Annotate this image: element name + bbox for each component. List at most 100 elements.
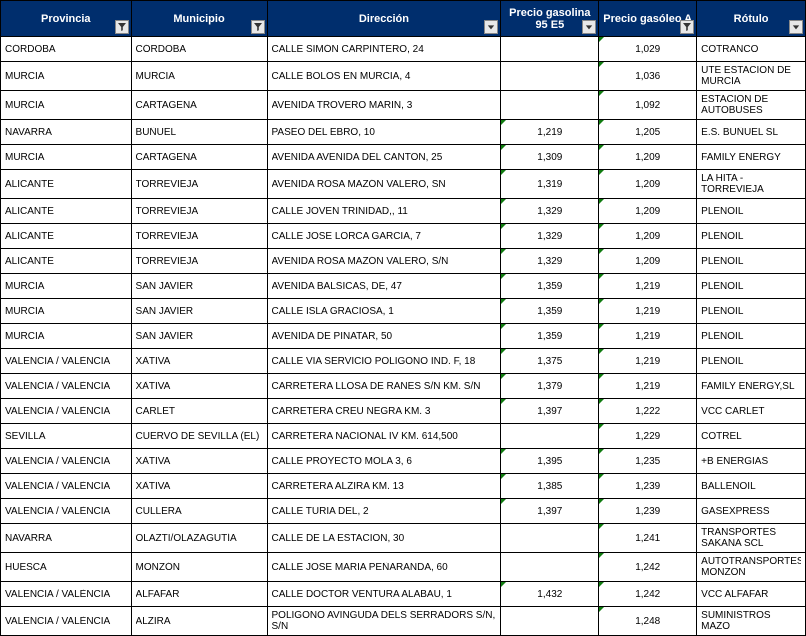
cell-text: TRANSPORTES SAKANA SCL xyxy=(701,527,801,549)
cell-text: OLAZTI/OLAZAGUTÍA xyxy=(136,533,263,544)
cell-text: CALLE BOLOS EN MURCIA, 4 xyxy=(272,71,497,82)
cell-text: COTREL xyxy=(701,431,801,442)
column-label: Municipio xyxy=(173,13,224,25)
cell-text: 1,359 xyxy=(505,281,594,292)
cell-municipio: CULLERA xyxy=(131,499,267,524)
cell-provincia: ALICANTE xyxy=(1,249,132,274)
cell-rotulo: PLENOIL xyxy=(697,349,806,374)
column-label: Precio gasóleo A xyxy=(603,13,692,25)
cell-municipio: CUERVO DE SEVILLA (EL) xyxy=(131,424,267,449)
filter-button-p95[interactable] xyxy=(582,20,596,34)
table-row: ALICANTETORREVIEJAAVENIDA ROSA MAZÓN VAL… xyxy=(1,170,806,199)
cell-text: 1,209 xyxy=(603,231,692,242)
cell-text: ESTACION DE AUTOBUSES xyxy=(701,94,801,116)
cell-rotulo: FAMILY ENERGY,SL xyxy=(697,374,806,399)
cell-text: SAN JAVIER xyxy=(136,281,263,292)
cell-text: 1,385 xyxy=(505,481,594,492)
cell-direccion: AVENIDA BALSICAS, DE, 47 xyxy=(267,274,501,299)
cell-rotulo: ESTACION DE AUTOBUSES xyxy=(697,91,806,120)
cell-text: PLENOIL xyxy=(701,281,801,292)
cell-text: CARLET xyxy=(136,406,263,417)
cell-pga: 1,229 xyxy=(599,424,697,449)
cell-text: PLENOIL xyxy=(701,306,801,317)
cell-municipio: ALZIRA xyxy=(131,607,267,636)
cell-pga: 1,036 xyxy=(599,62,697,91)
cell-p95: 1,375 xyxy=(501,349,599,374)
cell-text: 1,235 xyxy=(603,456,692,467)
cell-pga: 1,209 xyxy=(599,199,697,224)
cell-municipio: CÓRDOBA xyxy=(131,37,267,62)
cell-pga: 1,219 xyxy=(599,299,697,324)
cell-text: TORREVIEJA xyxy=(136,179,263,190)
cell-pga: 1,248 xyxy=(599,607,697,636)
cell-pga: 1,242 xyxy=(599,582,697,607)
cell-text: 1,359 xyxy=(505,331,594,342)
fuel-prices-table: ProvinciaMunicipioDirecciónPrecio gasoli… xyxy=(0,0,806,636)
cell-text: 1,219 xyxy=(603,306,692,317)
cell-text: 1,219 xyxy=(603,281,692,292)
cell-municipio: OLAZTI/OLAZAGUTÍA xyxy=(131,524,267,553)
cell-text: CUERVO DE SEVILLA (EL) xyxy=(136,431,263,442)
cell-text: 1,248 xyxy=(603,616,692,627)
cell-municipio: SAN JAVIER xyxy=(131,299,267,324)
filter-button-provincia[interactable] xyxy=(115,20,129,34)
cell-provincia: VALENCIA / VALÈNCIA xyxy=(1,374,132,399)
cell-text: 1,397 xyxy=(505,506,594,517)
cell-direccion: AVENIDA TROVERO MARIN, 3 xyxy=(267,91,501,120)
column-header-municipio: Municipio xyxy=(131,1,267,37)
cell-text: AVENIDA DE PINATAR, 50 xyxy=(272,331,497,342)
cell-provincia: VALENCIA / VALÈNCIA xyxy=(1,607,132,636)
cell-text: CARTAGENA xyxy=(136,100,263,111)
cell-rotulo: COTRANCO xyxy=(697,37,806,62)
cell-text: 1,241 xyxy=(603,533,692,544)
filter-button-municipio[interactable] xyxy=(251,20,265,34)
cell-text: AVENIDA AVENIDA DEL CANTON, 25 xyxy=(272,152,497,163)
cell-text: FAMILY ENERGY,SL xyxy=(701,381,801,392)
cell-text: FAMILY ENERGY xyxy=(701,152,801,163)
cell-text: XÀTIVA xyxy=(136,381,263,392)
table-row: MURCIA SAN JAVIER CALLE ISLA GRACIOSA, 1 1,… xyxy=(1,299,806,324)
cell-direccion: PASEO DEL EBRO, 10 xyxy=(267,120,501,145)
cell-pga: 1,235 xyxy=(599,449,697,474)
cell-text: 1,359 xyxy=(505,306,594,317)
filter-button-direccion[interactable] xyxy=(484,20,498,34)
cell-text: MURCIA xyxy=(5,152,127,163)
cell-text: VALENCIA / VALÈNCIA xyxy=(5,406,127,417)
cell-p95: 1,395 xyxy=(501,449,599,474)
cell-pga: 1,239 xyxy=(599,474,697,499)
cell-text: CALLE JOSE LORCA GARCIA, 7 xyxy=(272,231,497,242)
cell-text: VALENCIA / VALÈNCIA xyxy=(5,381,127,392)
cell-municipio: ALFAFAR xyxy=(131,582,267,607)
cell-text: MONZÓN xyxy=(136,562,263,573)
cell-pga: 1,219 xyxy=(599,324,697,349)
cell-direccion: AVENIDA DE PINATAR, 50 xyxy=(267,324,501,349)
cell-text: SEVILLA xyxy=(5,431,127,442)
cell-text: XÀTIVA xyxy=(136,456,263,467)
cell-text: XÀTIVA xyxy=(136,356,263,367)
cell-text: MURCIA xyxy=(5,281,127,292)
cell-pga: 1,209 xyxy=(599,145,697,170)
filter-button-rotulo[interactable] xyxy=(789,20,803,34)
filter-button-pga[interactable] xyxy=(680,20,694,34)
cell-text: SAN JAVIER xyxy=(136,331,263,342)
cell-pga: 1,222 xyxy=(599,399,697,424)
cell-text: NAVARRA xyxy=(5,533,127,544)
cell-text: CALLE TURIA DEL, 2 xyxy=(272,506,497,517)
cell-p95: 1,359 xyxy=(501,274,599,299)
cell-p95: 1,385 xyxy=(501,474,599,499)
cell-municipio: XÀTIVA xyxy=(131,349,267,374)
cell-provincia: MURCIA xyxy=(1,299,132,324)
table-row: VALENCIA / VALÈNCIAXÀTIVACARRETERA ALZIR… xyxy=(1,474,806,499)
cell-text: BUÑUEL xyxy=(136,127,263,138)
cell-municipio: TORREVIEJA xyxy=(131,170,267,199)
cell-municipio: CARTAGENA xyxy=(131,91,267,120)
cell-rotulo: PLENOIL xyxy=(697,299,806,324)
cell-municipio: XÀTIVA xyxy=(131,449,267,474)
cell-text: 1,319 xyxy=(505,179,594,190)
cell-text: MURCIA xyxy=(5,306,127,317)
cell-p95: 1,397 xyxy=(501,399,599,424)
cell-p95 xyxy=(501,524,599,553)
cell-pga: 1,209 xyxy=(599,224,697,249)
cell-text: CARRETERA LLOSA DE RANES S/N KM. S/N xyxy=(272,381,497,392)
cell-text: CALLE ISLA GRACIOSA, 1 xyxy=(272,306,497,317)
